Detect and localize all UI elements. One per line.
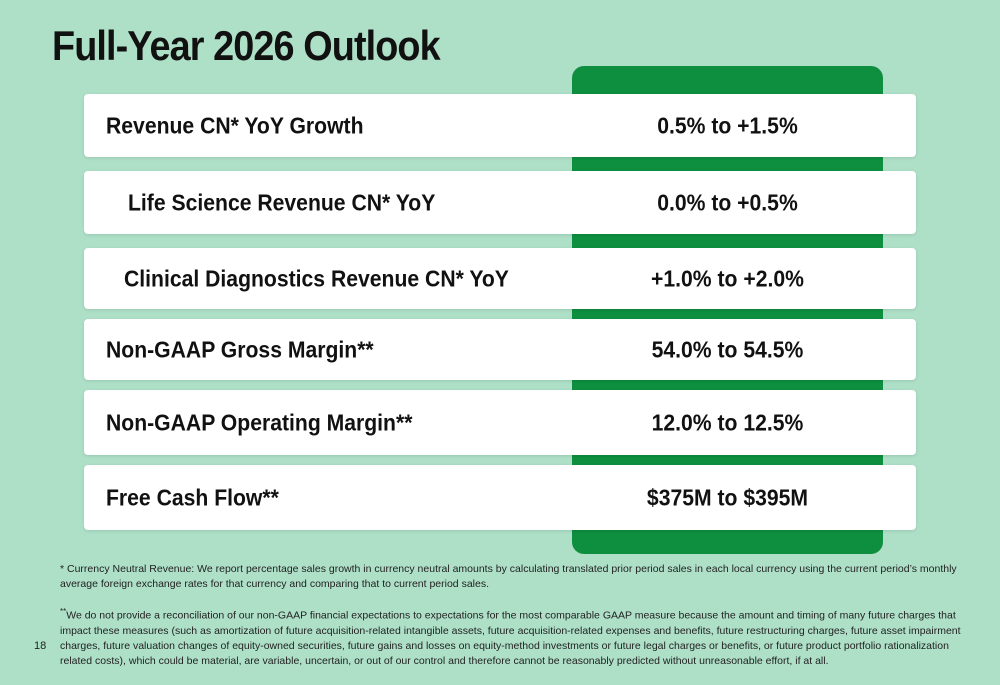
page-number: 18 [34,640,47,652]
footnote-marker: ** [60,607,67,616]
row-value: +1.0% to +2.0% [651,265,804,291]
footnote-currency-neutral: * Currency Neutral Revenue: We report pe… [60,563,957,590]
footnote-non-gaap: **We do not provide a reconciliation of … [60,604,980,669]
row-label: Life Science Revenue CN* YoY [128,189,436,215]
row-label: Clinical Diagnostics Revenue CN* YoY [124,265,509,291]
row-value: 54.0% to 54.5% [651,336,804,362]
outlook-row-operating-margin: Non-GAAP Operating Margin** 12.0% to 12.… [84,390,916,455]
row-label: Non-GAAP Operating Margin** [106,409,413,435]
row-label: Revenue CN* YoY Growth [106,112,364,138]
row-value: $375M to $395M [646,484,809,510]
outlook-row-free-cash-flow: Free Cash Flow** $375M to $395M [84,465,916,530]
outlook-row-clinical-diagnostics: Clinical Diagnostics Revenue CN* YoY +1.… [84,248,916,309]
outlook-row-life-science: Life Science Revenue CN* YoY 0.0% to +0.… [84,171,916,234]
row-value: 0.5% to +1.5% [657,112,798,138]
outlook-row-revenue-growth: Revenue CN* YoY Growth 0.5% to +1.5% [84,94,916,157]
footnote-text: We do not provide a reconciliation of ou… [60,609,961,667]
row-value: 12.0% to 12.5% [651,409,804,435]
row-value: 0.0% to +0.5% [657,189,798,215]
row-label: Non-GAAP Gross Margin** [106,336,374,362]
page-title: Full-Year 2026 Outlook [52,22,441,69]
outlook-row-gross-margin: Non-GAAP Gross Margin** 54.0% to 54.5% [84,319,916,380]
row-label: Free Cash Flow** [106,484,279,510]
